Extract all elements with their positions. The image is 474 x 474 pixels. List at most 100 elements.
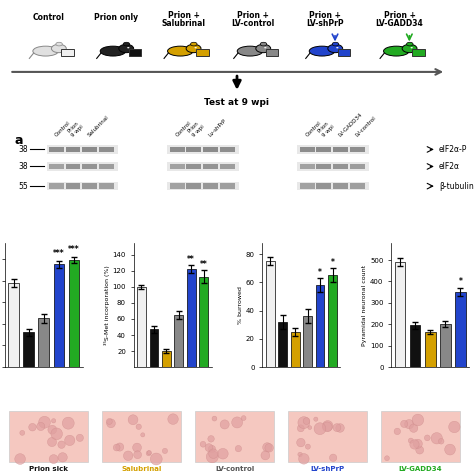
Circle shape bbox=[150, 453, 162, 465]
Text: Control: Control bbox=[54, 121, 71, 138]
Circle shape bbox=[62, 417, 74, 429]
Text: 38: 38 bbox=[18, 162, 28, 171]
Text: Salubrinal: Salubrinal bbox=[162, 19, 206, 28]
Text: Prion
9 wpi: Prion 9 wpi bbox=[66, 120, 84, 138]
Circle shape bbox=[449, 421, 460, 433]
Circle shape bbox=[209, 449, 218, 458]
FancyBboxPatch shape bbox=[49, 164, 64, 169]
Circle shape bbox=[303, 418, 310, 424]
Bar bbox=[291, 332, 300, 367]
FancyBboxPatch shape bbox=[46, 162, 118, 171]
FancyBboxPatch shape bbox=[297, 182, 369, 191]
Text: ***: *** bbox=[68, 245, 80, 254]
Bar bbox=[174, 315, 183, 367]
Circle shape bbox=[416, 446, 424, 454]
Text: Salubrinal: Salubrinal bbox=[122, 465, 162, 472]
Circle shape bbox=[119, 45, 134, 53]
FancyBboxPatch shape bbox=[102, 410, 181, 462]
FancyBboxPatch shape bbox=[220, 146, 235, 152]
Circle shape bbox=[116, 443, 124, 451]
Circle shape bbox=[401, 420, 408, 428]
Circle shape bbox=[205, 444, 213, 452]
FancyBboxPatch shape bbox=[167, 182, 239, 191]
Circle shape bbox=[128, 415, 138, 425]
Circle shape bbox=[39, 416, 50, 428]
Bar bbox=[410, 325, 420, 367]
Circle shape bbox=[107, 419, 115, 428]
Text: *: * bbox=[458, 277, 462, 286]
FancyBboxPatch shape bbox=[338, 49, 350, 56]
FancyBboxPatch shape bbox=[203, 164, 218, 169]
FancyBboxPatch shape bbox=[62, 49, 74, 56]
Circle shape bbox=[194, 47, 197, 48]
Circle shape bbox=[445, 444, 456, 455]
Circle shape bbox=[298, 417, 310, 428]
FancyBboxPatch shape bbox=[350, 164, 365, 169]
FancyBboxPatch shape bbox=[333, 146, 348, 152]
Circle shape bbox=[322, 422, 332, 432]
Text: Test at 9 wpi: Test at 9 wpi bbox=[204, 98, 270, 107]
FancyBboxPatch shape bbox=[196, 49, 209, 56]
Bar bbox=[278, 322, 287, 367]
Bar bbox=[395, 262, 405, 367]
Text: Lv-shPrP: Lv-shPrP bbox=[208, 118, 228, 138]
Text: a: a bbox=[14, 134, 23, 147]
FancyBboxPatch shape bbox=[300, 183, 315, 189]
Bar bbox=[303, 316, 312, 367]
Circle shape bbox=[220, 420, 229, 429]
Circle shape bbox=[408, 438, 413, 443]
Ellipse shape bbox=[100, 46, 126, 56]
Text: eIF2α: eIF2α bbox=[439, 162, 460, 171]
Circle shape bbox=[58, 441, 65, 448]
Circle shape bbox=[58, 453, 67, 462]
Bar bbox=[38, 319, 49, 367]
Circle shape bbox=[48, 425, 57, 434]
Circle shape bbox=[314, 417, 318, 421]
Circle shape bbox=[405, 419, 414, 429]
Bar bbox=[200, 276, 208, 367]
Circle shape bbox=[413, 439, 422, 448]
Text: ***: *** bbox=[53, 249, 64, 258]
Bar bbox=[425, 332, 436, 367]
FancyBboxPatch shape bbox=[129, 49, 141, 56]
FancyBboxPatch shape bbox=[350, 183, 365, 189]
Text: Control: Control bbox=[174, 121, 192, 138]
Circle shape bbox=[264, 47, 266, 48]
Circle shape bbox=[56, 42, 63, 46]
Circle shape bbox=[298, 452, 302, 457]
FancyBboxPatch shape bbox=[186, 146, 201, 152]
Bar bbox=[455, 292, 466, 367]
Bar bbox=[23, 332, 34, 367]
Text: Prion
9 wpi: Prion 9 wpi bbox=[317, 120, 335, 138]
Circle shape bbox=[297, 438, 305, 447]
Text: Prion +: Prion + bbox=[310, 11, 341, 20]
Circle shape bbox=[333, 424, 341, 432]
Y-axis label: % burrowed: % burrowed bbox=[238, 286, 243, 324]
Bar bbox=[150, 329, 158, 367]
FancyBboxPatch shape bbox=[317, 146, 331, 152]
Text: Prion only: Prion only bbox=[94, 13, 138, 22]
Circle shape bbox=[186, 45, 201, 53]
Circle shape bbox=[332, 42, 339, 46]
Text: Prion sick: Prion sick bbox=[29, 465, 68, 472]
Circle shape bbox=[49, 455, 58, 464]
Circle shape bbox=[384, 456, 390, 461]
Circle shape bbox=[329, 454, 337, 462]
Circle shape bbox=[51, 45, 66, 53]
Circle shape bbox=[191, 42, 197, 46]
Circle shape bbox=[162, 448, 167, 454]
Y-axis label: Pyramidal neuronal count: Pyramidal neuronal count bbox=[362, 264, 367, 346]
Text: LV-GADD34: LV-GADD34 bbox=[399, 465, 442, 472]
Circle shape bbox=[241, 416, 246, 420]
FancyBboxPatch shape bbox=[99, 183, 114, 189]
Circle shape bbox=[123, 451, 133, 461]
Circle shape bbox=[206, 451, 219, 463]
Circle shape bbox=[235, 446, 242, 452]
Text: Control: Control bbox=[33, 13, 65, 22]
Circle shape bbox=[261, 451, 270, 460]
Bar bbox=[266, 261, 274, 367]
Ellipse shape bbox=[33, 46, 58, 56]
Text: LV-control: LV-control bbox=[232, 19, 275, 28]
FancyBboxPatch shape bbox=[195, 410, 274, 462]
Text: Prion +: Prion + bbox=[237, 11, 269, 20]
